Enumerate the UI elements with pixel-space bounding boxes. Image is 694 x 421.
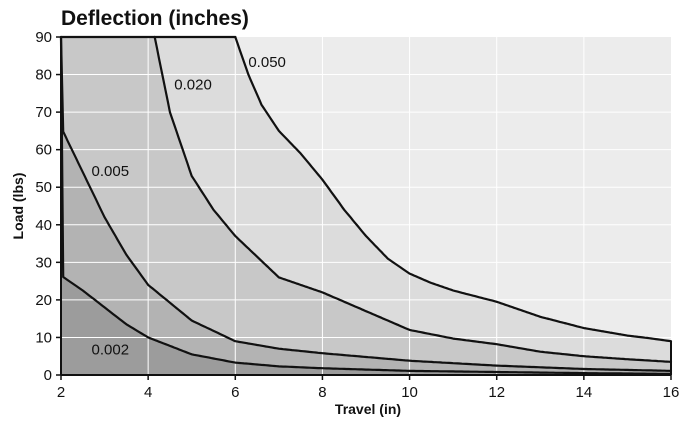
- y-tick-label-0: 0: [44, 367, 52, 384]
- x-tick-label-10: 10: [401, 384, 418, 401]
- plot-frame: [60, 37, 672, 376]
- y-tick-label-50: 50: [35, 179, 52, 196]
- y-axis-ticks: 0 10 20 30 40 50 60 70 80 90: [35, 29, 61, 384]
- y-tick-label-30: 30: [35, 254, 52, 271]
- x-tick-label-14: 14: [576, 384, 593, 401]
- y-axis-label: Load (lbs): [10, 173, 26, 240]
- curve-label-0.050: 0.050: [248, 54, 286, 71]
- curve-label-0.005: 0.005: [92, 163, 130, 180]
- x-axis-ticks: 2 4 6 8 10 12 14 16: [57, 375, 680, 401]
- y-tick-label-80: 80: [35, 67, 52, 84]
- curve-label-0.002: 0.002: [92, 341, 130, 358]
- area-band-2: [61, 37, 671, 371]
- curve-0.020: [153, 35, 673, 363]
- curve-label-0.020: 0.020: [174, 77, 212, 94]
- deflection-curves: [59, 35, 673, 375]
- y-tick-label-70: 70: [35, 104, 52, 121]
- x-tick-label-4: 4: [144, 384, 152, 401]
- x-tick-label-16: 16: [663, 384, 680, 401]
- y-tick-label-40: 40: [35, 217, 52, 234]
- y-tick-label-10: 10: [35, 329, 52, 346]
- y-tick-label-60: 60: [35, 142, 52, 159]
- y-tick-label-90: 90: [35, 29, 52, 46]
- curve-0.005: [59, 35, 673, 372]
- curve-0.002: [59, 35, 673, 375]
- curve-labels: 0.002 0.005 0.020 0.050: [92, 54, 286, 358]
- x-tick-label-6: 6: [231, 384, 239, 401]
- curve-0.050: [234, 35, 673, 343]
- x-axis-label: Travel (in): [335, 401, 401, 417]
- y-tick-label-20: 20: [35, 292, 52, 309]
- x-tick-label-2: 2: [57, 384, 65, 401]
- area-band-4: [61, 37, 671, 342]
- area-band-0: [61, 37, 671, 375]
- area-fills: [61, 37, 671, 375]
- x-tick-label-12: 12: [488, 384, 505, 401]
- grid-lines: [61, 37, 671, 375]
- chart-title: Deflection (inches): [61, 7, 249, 30]
- x-tick-label-8: 8: [318, 384, 326, 401]
- area-band-3: [61, 37, 671, 362]
